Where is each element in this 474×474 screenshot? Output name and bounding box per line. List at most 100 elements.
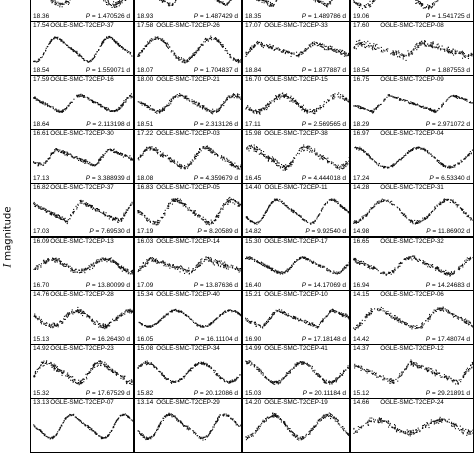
data-point [420,43,422,45]
data-point [328,3,330,5]
data-point [197,104,199,106]
data-point [440,163,442,165]
data-point [93,100,95,102]
data-point [321,155,323,157]
data-point [158,110,160,112]
data-point [118,106,120,108]
data-point [192,52,194,55]
data-point [271,4,273,6]
data-point [290,165,292,167]
data-point [285,166,287,168]
data-point [304,49,306,51]
data-point [33,201,35,203]
data-point [408,150,410,152]
data-point [116,1,118,3]
magnitude-top-label: 16.75 [353,75,370,83]
data-point [328,48,330,50]
data-point [286,168,288,170]
data-point [377,47,379,49]
data-point [144,45,146,47]
data-point [214,38,216,40]
star-name-label: OGLE-SMC-T2CEP-09 [380,75,444,83]
data-point [395,50,397,52]
data-point [118,5,120,7]
data-point [310,46,312,48]
data-point [92,164,94,166]
data-point [116,217,118,219]
data-point [45,210,47,212]
data-point [402,99,404,101]
data-point [437,48,439,50]
data-point [317,0,319,2]
data-point [204,108,206,110]
data-point [124,214,126,216]
data-point [261,153,263,155]
data-point [299,52,301,54]
data-point [274,199,276,201]
data-point [238,203,240,205]
data-point [249,48,251,50]
data-point [250,48,252,50]
data-point [115,4,117,6]
data-point [203,105,205,107]
data-point [53,213,55,216]
data-point [455,94,457,96]
data-point [58,110,60,112]
data-point [417,146,419,148]
data-point [405,59,407,61]
star-name-label: OGLE-SMC-T2CEP-15 [264,75,328,83]
data-point [88,205,90,207]
data-point [165,105,167,107]
data-point [368,46,370,48]
data-point [130,51,132,53]
data-point [40,100,42,103]
data-point [61,6,63,8]
data-point [106,150,108,152]
data-point [132,55,133,57]
data-point [213,219,215,221]
data-point [268,47,270,49]
data-point [146,217,148,219]
data-point [407,101,409,103]
data-point [369,0,371,2]
data-point [348,52,349,54]
data-point [71,155,73,157]
data-point [39,100,41,102]
data-point [222,44,224,46]
data-point [211,221,213,223]
data-point [422,148,424,150]
light-curve-panel: 16.82 17.03 OGLE-SMC-T2CEP-37 P = 7.69530 d [30,182,134,238]
data-point [182,61,184,63]
data-point [108,3,110,5]
data-point [417,45,419,47]
data-point [407,152,409,154]
data-point [139,102,141,104]
data-point [60,39,62,41]
data-point [386,50,388,52]
data-point [255,109,257,111]
data-point [52,151,54,153]
data-point [417,0,419,2]
data-point [124,153,126,155]
data-point [49,210,51,212]
data-point [286,205,288,207]
data-point [66,107,68,109]
data-point [369,157,371,159]
data-point [301,109,303,111]
data-point [328,160,330,162]
data-point [94,55,96,58]
data-point [82,199,84,202]
data-point [194,102,196,105]
data-point [329,198,331,200]
data-point [319,107,321,109]
data-point [237,205,239,207]
data-point [149,104,151,107]
data-point [151,40,153,42]
data-point [182,95,184,97]
data-point [430,153,432,155]
data-point [161,1,163,3]
magnitude-bottom-label: 17.11 [245,120,261,128]
data-point [447,49,449,51]
data-point [51,0,53,2]
data-point [52,152,54,154]
